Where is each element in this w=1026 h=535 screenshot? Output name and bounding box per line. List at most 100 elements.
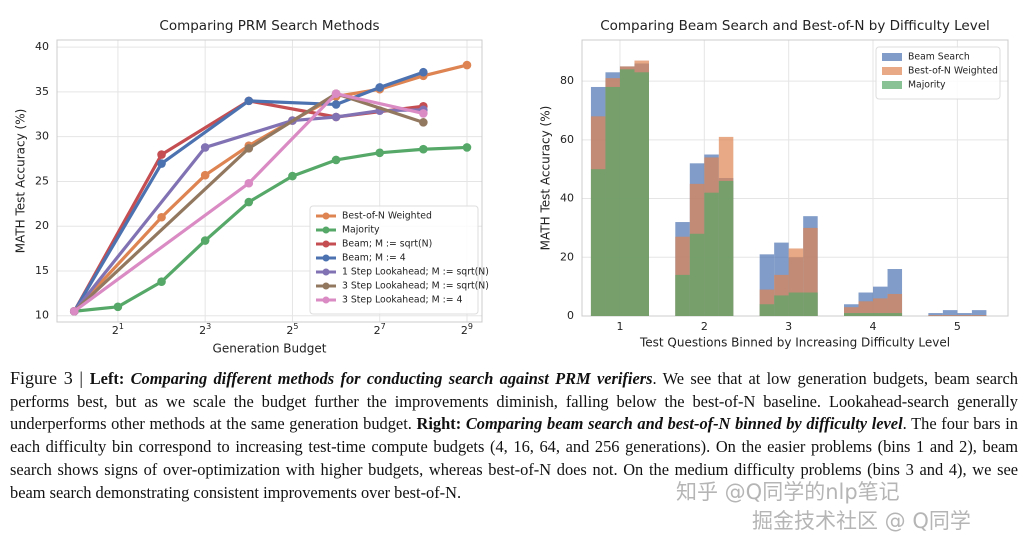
x-tick-label: 27 [374,322,386,338]
legend-label: 1 Step Lookahead; M := sqrt(N) [342,267,489,278]
bar [619,69,635,317]
bar [858,301,874,316]
x-tick-exponent: 5 [293,322,298,331]
legend-marker [322,296,330,304]
line [72,70,424,313]
y-tick-label: 20 [35,219,49,232]
watermark: 知乎 @Q同学的nlp笔记 [676,480,900,504]
legend-label: Beam Search [908,52,970,63]
chart-title: Comparing PRM Search Methods [159,18,379,34]
caption-segment: Left: [89,369,131,388]
marker [288,171,297,181]
bar [774,295,789,316]
marker [244,96,254,106]
y-tick-label: 10 [35,309,49,322]
y-tick-label: 35 [35,85,49,98]
y-tick-label: 30 [35,130,49,143]
legend-marker [322,240,330,248]
line [74,145,468,313]
bar [689,233,705,316]
line [73,92,424,313]
caption: Figure 3 | Left: Comparing different met… [10,367,1018,504]
x-tick-label: 29 [461,322,473,338]
marker [200,143,210,152]
marker [244,197,254,207]
bar [675,274,690,316]
bar [942,310,958,316]
figure: Comparing PRM Search Methods Generation B… [14,18,1009,356]
legend-label: 3 Step Lookahead; M := 4 [342,295,462,306]
caption-segment: . We see that at low generation budgets,… [10,369,1018,434]
marker [331,89,341,99]
marker [419,118,428,127]
y-tick-label: 0 [567,309,574,322]
legend-marker [322,226,330,234]
legend-marker [322,282,330,290]
y-tick-label: 15 [35,264,49,277]
chart-title: Comparing Beam Search and Best-of-N by D… [600,18,990,34]
x-tick-base: 2 [286,324,293,337]
marker [244,144,254,153]
legend-label: 3 Step Lookahead; M := sqrt(N) [342,281,489,292]
bar [957,315,972,316]
marker [331,112,341,122]
marker [419,144,428,154]
bar [942,315,958,316]
x-tick-label: 3 [785,320,792,333]
legend-patch [882,67,902,75]
x-tick-base: 2 [112,324,119,337]
legend-box [309,205,479,315]
marker [200,170,210,180]
bar [971,315,987,316]
x-tick-label: 21 [112,322,124,338]
legend-marker [322,268,330,276]
marker [331,155,341,165]
legend-label: Beam; M := 4 [342,253,406,264]
caption-segment: . The four bars in each difficulty bin c… [10,414,1018,502]
y-tick-label: 40 [560,192,574,205]
caption-segment: Comparing beam search and best-of-N binn… [465,414,903,434]
watermark: 掘金技术社区 @ Q同学 [752,509,971,533]
x-tick-label: 4 [870,320,877,333]
bar [957,313,972,316]
marker [462,60,472,70]
marker [331,100,341,109]
bar [718,180,734,316]
marker [157,277,166,287]
bar [803,292,818,316]
legend-label: Majority [342,225,380,236]
y-tick-label: 25 [35,174,49,187]
y-tick-label: 60 [560,133,574,146]
x-tick-base: 2 [374,324,381,337]
x-tick-exponent: 3 [206,322,211,331]
marker [244,178,254,188]
legend-patch [882,53,902,61]
legend-marker [322,254,330,262]
bar [887,313,903,316]
y-tick-label: 40 [35,40,49,53]
x-tick-label: 5 [954,320,961,333]
bar [971,310,987,316]
marker [113,302,123,312]
line [73,92,424,313]
x-axis-label: Test Questions Binned by Increasing Diff… [639,336,950,350]
x-axis-label: Generation Budget [213,342,327,356]
bar [873,298,888,316]
x-tick-label: 1 [616,320,623,333]
marker [419,109,428,118]
marker [69,306,79,316]
x-tick-exponent: 9 [468,322,473,331]
bar [873,313,888,316]
marker [375,148,385,158]
legend-label: Best-of-N Weighted [342,211,432,222]
plot-frame [56,39,483,323]
bar [887,293,903,316]
bar [928,315,943,316]
bar [590,169,606,316]
bar [634,72,649,316]
legend-box [875,46,1001,100]
bar [759,304,775,316]
x-tick-exponent: 1 [119,322,124,331]
legend-label: Best-of-N Weighted [908,66,998,77]
